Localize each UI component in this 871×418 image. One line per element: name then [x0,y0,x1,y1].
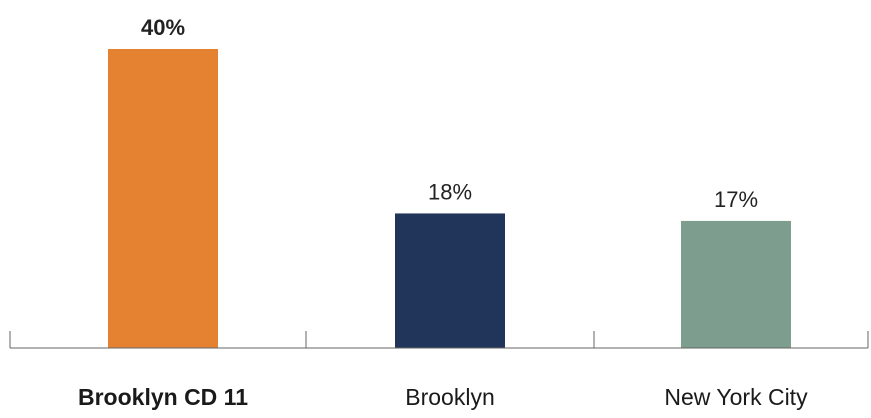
bars-group [108,49,791,348]
bar-new-york-city [681,220,791,348]
category-label: New York City [664,384,808,410]
bar-brooklyn [395,213,505,348]
bar-value-label: 40% [141,15,185,40]
category-label: Brooklyn [405,384,494,410]
value-labels-group: 40% 18% 17% [141,15,758,212]
bar-value-label: 17% [714,187,758,212]
bar-value-label: 18% [428,179,472,204]
bar-brooklyn-cd-11 [108,49,218,348]
category-labels-group: Brooklyn CD 11 Brooklyn New York City [78,384,808,410]
category-label: Brooklyn CD 11 [78,384,248,410]
x-axis [9,331,869,349]
